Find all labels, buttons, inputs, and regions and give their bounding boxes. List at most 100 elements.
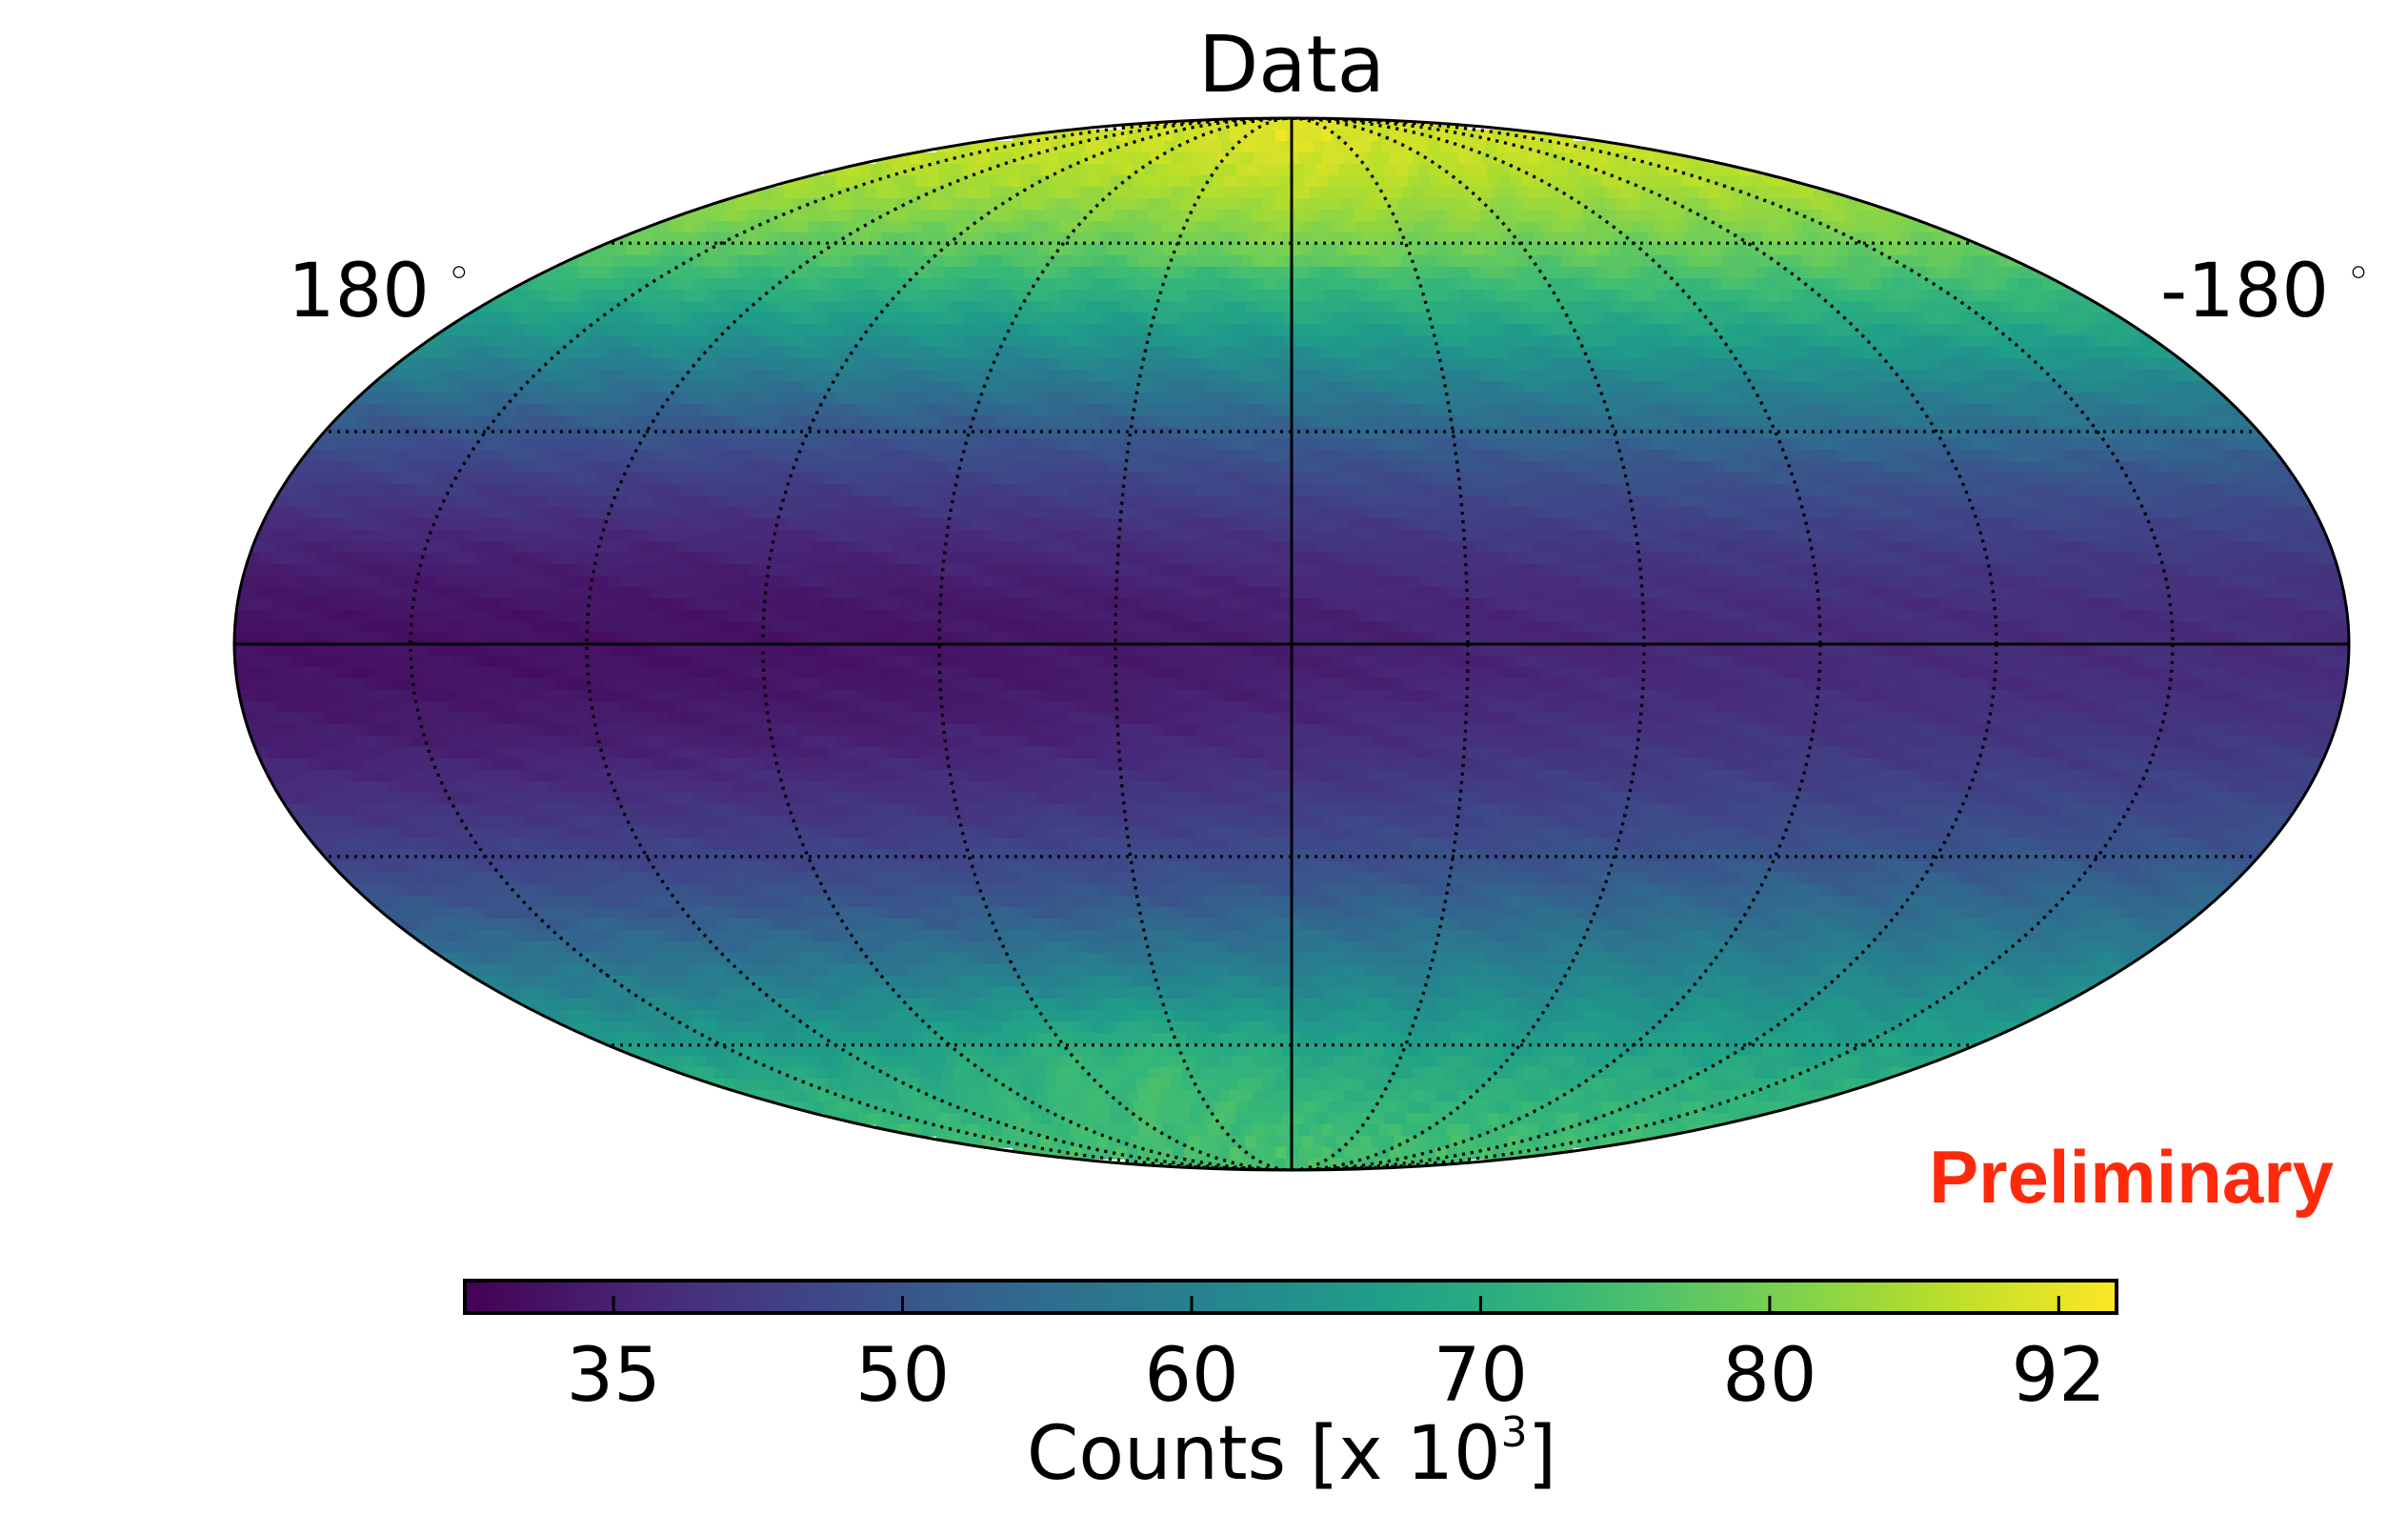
map-pixel [1080, 267, 1094, 279]
map-pixel [1611, 495, 1624, 508]
map-pixel [838, 198, 852, 211]
map-pixel [268, 530, 281, 542]
map-pixel [723, 427, 736, 439]
map-pixel [1210, 461, 1223, 474]
map-pixel [291, 530, 304, 542]
map-pixel [1945, 393, 1958, 405]
map-pixel [490, 461, 503, 474]
map-pixel [1758, 461, 1772, 474]
map-pixel [928, 473, 941, 485]
map-pixel [871, 473, 884, 485]
map-pixel [1514, 210, 1526, 222]
map-pixel [1785, 404, 1798, 416]
map-pixel [2151, 415, 2164, 428]
map-pixel [665, 404, 678, 416]
map-pixel [1743, 267, 1756, 279]
map-pixel [2245, 438, 2258, 451]
map-pixel [1516, 358, 1530, 371]
map-pixel [1809, 427, 1822, 439]
map-pixel [1713, 324, 1725, 336]
map-pixel [1776, 198, 1789, 211]
map-pixel [1482, 358, 1495, 371]
map-pixel [1125, 370, 1138, 382]
map-pixel [1607, 278, 1619, 291]
map-pixel [2082, 404, 2096, 416]
map-pixel [631, 404, 644, 416]
map-pixel [1396, 404, 1410, 416]
map-pixel [1863, 301, 1876, 313]
map-pixel [1117, 290, 1130, 302]
map-pixel [1424, 278, 1436, 291]
map-pixel [1559, 210, 1572, 222]
map-pixel [319, 495, 332, 508]
map-pixel [467, 461, 480, 474]
map-pixel [1185, 221, 1198, 233]
map-pixel [1060, 244, 1074, 256]
map-pixel [750, 450, 763, 462]
map-pixel [1142, 141, 1154, 153]
map-pixel [2095, 381, 2108, 394]
map-pixel [1042, 232, 1054, 245]
map-pixel [1343, 484, 1356, 496]
map-pixel [1969, 381, 1982, 394]
map-pixel [1340, 427, 1354, 439]
map-pixel [960, 347, 973, 359]
map-pixel [999, 507, 1012, 519]
map-pixel [1567, 164, 1579, 176]
map-pixel [1211, 495, 1224, 508]
map-pixel [1114, 438, 1127, 451]
map-pixel [2059, 404, 2073, 416]
map-pixel [1972, 267, 1985, 279]
map-pixel [1993, 313, 2006, 325]
map-pixel [1429, 301, 1442, 313]
map-pixel [1362, 232, 1375, 245]
map-pixel [1515, 130, 1528, 142]
map-pixel [661, 461, 674, 474]
map-pixel [1404, 324, 1416, 336]
map-pixel [681, 278, 693, 291]
map-pixel [1926, 267, 1939, 279]
map-pixel [1129, 244, 1142, 256]
map-pixel [417, 484, 431, 496]
map-pixel [1470, 152, 1483, 165]
map-pixel [1184, 450, 1197, 462]
map-pixel [1759, 495, 1773, 508]
map-pixel [2331, 518, 2344, 531]
map-pixel [1459, 221, 1473, 233]
map-pixel [1640, 267, 1654, 279]
map-pixel [1306, 427, 1319, 439]
map-pixel [474, 484, 488, 496]
map-pixel [1377, 484, 1391, 496]
map-pixel [2079, 495, 2093, 508]
map-pixel [1593, 198, 1606, 211]
map-pixel [773, 278, 785, 291]
map-pixel [759, 507, 772, 519]
map-pixel [1623, 347, 1635, 359]
map-pixel [875, 450, 889, 462]
map-pixel [953, 370, 967, 382]
map-pixel [688, 393, 701, 405]
map-pixel [1376, 370, 1390, 382]
map-pixel [814, 381, 828, 394]
map-pixel [1737, 347, 1750, 359]
map-pixel [1536, 370, 1550, 382]
map-pixel [946, 290, 958, 302]
map-pixel [2065, 358, 2078, 371]
map-pixel [2049, 381, 2062, 394]
map-pixel [1098, 175, 1112, 188]
map-pixel [1577, 347, 1590, 359]
map-pixel [501, 461, 514, 474]
map-pixel [2250, 461, 2263, 474]
map-pixel [1566, 347, 1578, 359]
map-pixel [1793, 461, 1806, 474]
map-pixel [1344, 450, 1357, 462]
map-pixel [1802, 221, 1816, 233]
map-pixel [1702, 495, 1716, 508]
map-pixel [1684, 198, 1697, 211]
map-pixel [1768, 221, 1781, 233]
map-pixel [1477, 381, 1491, 394]
map-pixel [2056, 324, 2068, 336]
map-pixel [1468, 370, 1481, 382]
map-pixel [1826, 244, 1839, 256]
map-pixel [1116, 358, 1130, 371]
